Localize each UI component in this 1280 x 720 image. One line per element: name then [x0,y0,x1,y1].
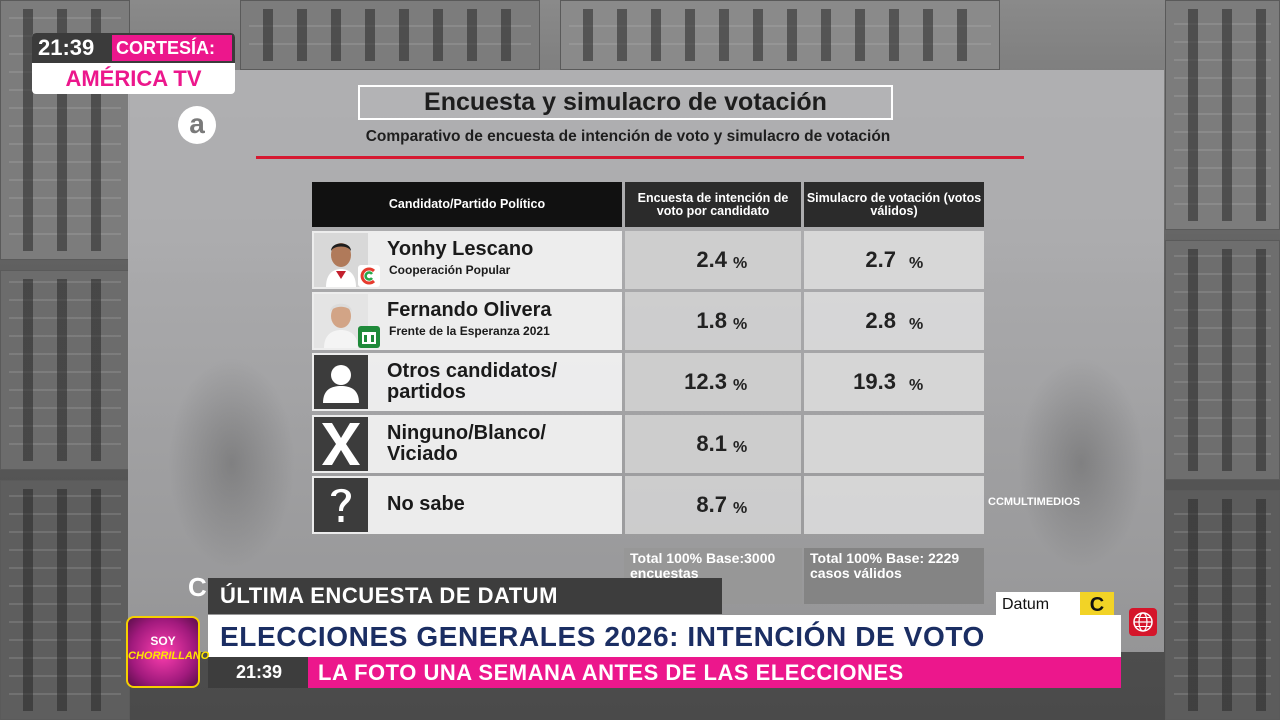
table-row: Otros candidatos/ partidos 12.3 % 19.3 % [312,353,984,411]
candidate-name: No sabe [387,493,465,515]
percent-sign: % [733,500,748,517]
table-row: Fernando Olivera Frente de la Esperanza … [312,292,984,350]
table-row: No sabe 8.7 % [312,476,984,534]
candidate-photo [314,233,368,287]
lower-third-time: 21:39 [208,657,308,688]
survey-value: 8.1 [696,431,727,456]
person-icon [314,355,368,409]
simulation-cell: 19.3 % [804,353,984,411]
simulation-cell: 2.8 % [804,292,984,350]
survey-totals: Total 100% Base:3000 encuestas [624,548,802,604]
candidate-cell: Otros candidatos/ partidos [312,353,622,411]
percent-sign: % [733,316,748,333]
table-row: Yonhy Lescano Cooperación Popular 2.4 % … [312,231,984,289]
survey-cell: 1.8 % [625,292,801,350]
percent-sign: % [733,439,748,456]
header-survey: Encuesta de intención de voto por candid… [625,182,801,227]
simulation-value: 2.7 [865,247,896,272]
survey-cell: 12.3 % [625,353,801,411]
candidate-cell: Yonhy Lescano Cooperación Popular [312,231,622,289]
simulation-value: 19.3 [853,369,896,394]
header-simulation: Simulacro de votación (votos válidos) [804,182,984,227]
survey-cell: 8.1 % [625,415,801,473]
table-row: Ninguno/Blanco/ Viciado 8.1 % [312,415,984,473]
survey-cell: 2.4 % [625,231,801,289]
panel-subtitle: Comparativo de encuesta de intención de … [365,128,891,145]
percent-sign: % [733,377,748,394]
datum-logo: Datum [996,592,1082,618]
candidate-name: Otros candidatos/ partidos [387,360,558,403]
candidate-party: Frente de la Esperanza 2021 [389,324,550,338]
clock-time: 21:39 [38,35,95,60]
lower-third-headline: ELECCIONES GENERALES 2026: INTENCIÓN DE … [208,615,1121,658]
simulation-totals: Total 100% Base: 2229 casos válidos [804,548,984,604]
survey-value: 1.8 [696,308,727,333]
percent-sign: % [909,255,924,272]
panel-title: Encuesta y simulacro de votación [358,85,893,120]
candidate-cell: Ninguno/Blanco/ Viciado [312,415,622,473]
survey-value: 8.7 [696,492,727,517]
candidate-party: Cooperación Popular [389,263,511,277]
lower-third-subline: LA FOTO UNA SEMANA ANTES DE LAS ELECCION… [308,657,1121,688]
survey-value: 12.3 [684,369,727,394]
america-tv-globe-icon [1129,608,1157,636]
simulation-value: 2.8 [865,308,896,333]
candidate-cell: No sabe [312,476,622,534]
survey-cell: 8.7 % [625,476,801,534]
courtesy-source: AMÉRICA TV [65,66,202,91]
party-logo-icon [358,265,380,287]
candidate-cell: Fernando Olivera Frente de la Esperanza … [312,292,622,350]
poll-panel: a Encuesta y simulacro de votación Compa… [128,70,1164,652]
survey-value: 2.4 [696,247,727,272]
courtesy-label: CORTESÍA: [112,35,232,61]
credit-label: CCMULTIMEDIOS [988,496,1081,508]
header-candidate: Candidato/Partido Político [312,182,622,227]
el-comercio-logo-icon: C [1080,592,1114,618]
percent-sign: % [909,316,924,333]
america-a-logo-icon: a [178,106,216,144]
party-logo-icon [358,326,380,348]
partial-logo-glyph: C [188,572,207,602]
lower-third-kicker: ÚLTIMA ENCUESTA DE DATUM [208,578,722,614]
candidate-name: Fernando Olivera [387,299,552,321]
soy-chorrillano-logo-icon: SOY CHORRILLANO [126,616,210,688]
simulation-cell: 2.7 % [804,231,984,289]
courtesy-bug: 21:39 CORTESÍA: AMÉRICA TV [32,33,235,94]
title-divider [256,156,1024,159]
simulation-cell [804,476,984,534]
show-logo-line1: SOY [150,634,176,648]
simulation-cell [804,415,984,473]
candidate-name: Yonhy Lescano [387,238,534,260]
candidate-name: Ninguno/Blanco/ Viciado [387,422,546,465]
show-logo-line2: CHORRILLANO [128,650,210,662]
percent-sign: % [909,377,924,394]
question-icon [314,478,368,532]
percent-sign: % [733,255,748,272]
x-icon [314,417,368,471]
